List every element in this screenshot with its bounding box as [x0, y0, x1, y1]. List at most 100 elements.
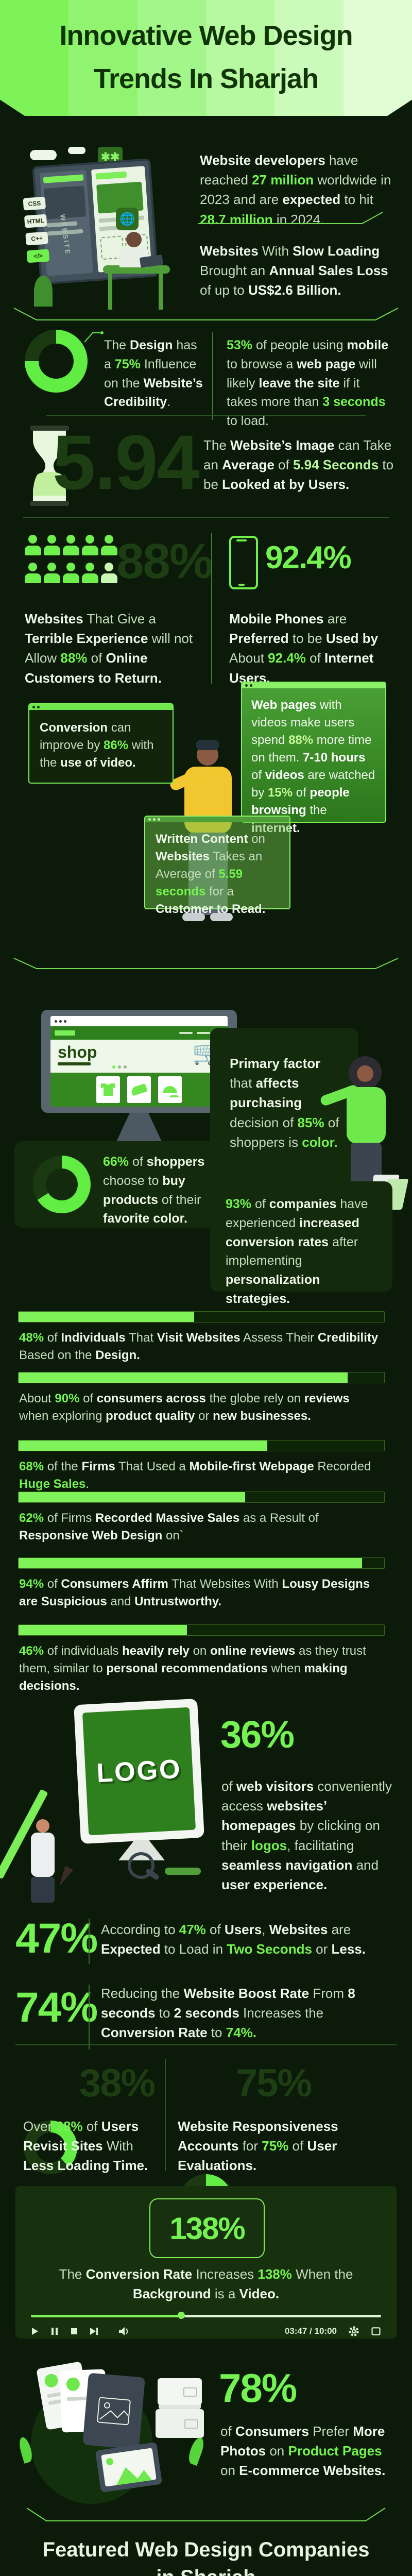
vertical-divider [89, 1919, 90, 1964]
developer-head [126, 232, 142, 247]
header-stripe [68, 0, 138, 116]
reviews-bar-text: About 90% of consumers across the globe … [19, 1392, 350, 1423]
plant-leaf [34, 276, 53, 307]
shoe-icon [130, 1083, 148, 1096]
page-title: Innovative Web Design Trends In Sharjah [0, 14, 412, 100]
header-stripe [343, 0, 412, 116]
webpages-video-text: Web pages with videos make users spend 8… [251, 698, 375, 835]
conversion-video-text: Conversion can improve by 86% with the u… [40, 721, 154, 770]
companies-heading-line2: in Sharjah [0, 2564, 412, 2576]
browser-top-bar [242, 683, 385, 688]
vertical-divider [212, 332, 213, 420]
lousy-design-bar-text: 94% of Consumers Affirm That Websites Wi… [19, 1577, 370, 1609]
header-stripe [205, 0, 275, 116]
favorite-color-donut-chart [33, 1156, 91, 1213]
logo-click-text: of web visitors conveniently access webs… [221, 1778, 392, 1893]
section-divider [46, 415, 366, 416]
load-time-text: According to 47% of Users, Websites are … [101, 1922, 366, 1957]
woman-top [347, 1087, 386, 1144]
fullscreen-icon[interactable] [371, 2326, 381, 2336]
shopper-woman-illustration [319, 1056, 409, 1216]
mobile-first-bar-text: 68% of the Firms That Used a Mobile-firs… [19, 1460, 371, 1492]
video-controls-bar: 03:47 / 10:00 [31, 2324, 381, 2338]
image-look-time-text: The Website’s Image can Take an Average … [203, 437, 394, 493]
vertical-divider [211, 533, 212, 684]
video-progress-bar[interactable] [31, 2315, 381, 2317]
mobile-preferred-text: Mobile Phones are Preferred to be Used b… [229, 611, 379, 686]
shop-browser-bar [50, 1016, 228, 1026]
shop-nav-link [179, 1032, 193, 1034]
responsive-bar-text: 62% of Firms Recorded Massive Sales as a… [19, 1511, 319, 1543]
shop-products-row [50, 1073, 228, 1107]
volume-icon[interactable] [118, 2327, 130, 2336]
person-icon-light [101, 563, 117, 583]
boost-big-number: 74% [15, 1984, 98, 2031]
css-chip: CSS [23, 196, 46, 211]
product-card-tshirt [96, 1076, 120, 1103]
globe-bubble-icon: 🌐 [116, 208, 139, 230]
person-icon [82, 563, 98, 583]
photos-preference-text: of Consumers Prefer More Photos on Produ… [220, 2424, 386, 2479]
play-button-icon[interactable] [31, 2327, 39, 2335]
shop-monitor-frame: 🛒 shop 🛒 [41, 1010, 237, 1113]
desk-shape [165, 1868, 201, 1875]
header-banner [0, 0, 412, 116]
phone-home-bar [238, 584, 245, 586]
shop-nav-bar: 🛒 [50, 1026, 228, 1040]
boost-rate-text: Reducing the Website Boost Rate From 8 s… [101, 1986, 355, 2041]
video-progress-handle[interactable] [178, 2312, 185, 2319]
developer-illustration: ✱✱ CSS HTML C++ </> WEBSITE 🌐 [21, 147, 185, 317]
person-icon [82, 535, 98, 555]
page-title-line1: Innovative Web Design [59, 20, 353, 51]
desk-table [103, 265, 170, 274]
person-icon [63, 535, 79, 555]
shop-hero: shop 🛒 [50, 1040, 228, 1073]
credibility-bar-text: 48% of Individuals That Visit Websites A… [19, 1331, 379, 1363]
responsiveness-big-number: 75% [236, 2061, 312, 2105]
webpages-video-box: Web pages with videos make users spend 8… [241, 682, 386, 835]
developers-stat-text: Website developers have reached 27 milli… [200, 152, 391, 227]
vertical-divider [165, 2059, 166, 2171]
box-stack [156, 2409, 204, 2438]
mobile-big-number: 92.4% [265, 540, 352, 575]
code-chips: CSS HTML C++ </> [23, 196, 50, 263]
responsiveness-text: Website Responsiveness Accounts for 75% … [178, 2119, 338, 2174]
section-divider [23, 517, 389, 518]
designer-body [31, 1833, 55, 1877]
browser-top-bar [145, 817, 289, 822]
shop-nav-logo [55, 1030, 75, 1036]
next-button-icon[interactable] [90, 2327, 99, 2335]
logo-design-illustration: LOGO [0, 1698, 211, 1904]
personalization-text: 93% of companies have experienced increa… [226, 1197, 368, 1306]
settings-gear-icon[interactable] [348, 2326, 359, 2337]
conversion-big-number: 138% [169, 2211, 245, 2246]
person-hair [196, 740, 219, 750]
pause-button-icon[interactable] [50, 2327, 59, 2335]
header-stripe [274, 0, 344, 116]
logo-big-number: 36% [220, 1713, 295, 1756]
photos-illustration [17, 2360, 211, 2504]
header-stripe [137, 0, 206, 116]
design-influence-text: The Design has a 75% Influence on the We… [104, 338, 203, 410]
return-big-number: 88% [116, 534, 213, 589]
angled-divider [198, 212, 383, 224]
video-timestamp: 03:47 / 10:00 [284, 2326, 337, 2336]
credibility-donut-chart [25, 330, 88, 393]
personalization-card: 93% of companies have experienced increa… [210, 1181, 392, 1306]
bracket-divider-bottom [13, 958, 399, 969]
credibility-progress-bar [18, 1311, 385, 1323]
video-player-card: 138% The Conversion Rate Increases 138% … [15, 2186, 397, 2338]
stop-button-icon[interactable] [70, 2327, 78, 2335]
seconds-big-number: 5.94 [53, 419, 200, 505]
shop-title-underline [58, 1062, 91, 1065]
chevron-divider [26, 2507, 386, 2521]
person-shoe [210, 913, 233, 921]
designer-head [36, 1819, 49, 1833]
cap-icon [163, 1086, 177, 1093]
code-tag-chip: </> [26, 249, 50, 263]
hourglass-icon [30, 426, 69, 506]
carousel-dots [112, 1065, 127, 1069]
logo-screen-label: LOGO [96, 1754, 182, 1789]
people-icons-row [25, 563, 117, 583]
